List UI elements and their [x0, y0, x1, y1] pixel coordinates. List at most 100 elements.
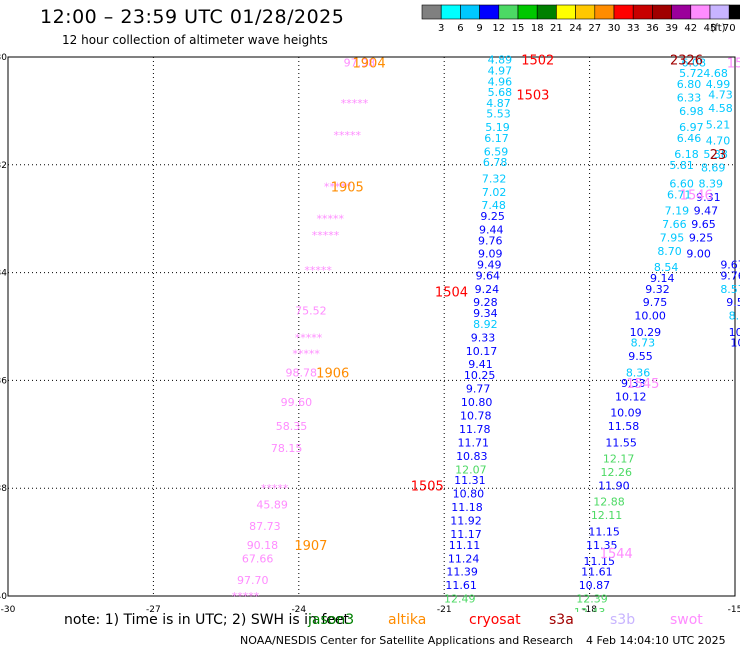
data-point-label-s3b: 10. [729, 326, 740, 339]
data-point-label-s3a: 12.17 [603, 453, 635, 466]
data-point-label-cryosat: 7.48 [481, 199, 506, 212]
data-point-label-cryosat: 9.76 [478, 234, 503, 247]
colorbar-tick-label: 15 [512, 23, 525, 34]
data-point-label-s3a: 6.80 [677, 78, 702, 91]
time-label: 1546 [680, 188, 713, 203]
data-point-label-s3a: 10.09 [610, 407, 642, 420]
data-point-label-swot: 67.66 [242, 552, 274, 565]
colorbar-tick-label: 21 [550, 23, 563, 34]
plot-frame [7, 56, 736, 597]
data-point-label-cryosat: 9.49 [477, 259, 502, 272]
data-point-label-s3a: 6.46 [677, 132, 702, 145]
data-point-label-s3a: 8.36 [626, 366, 651, 379]
data-point-label-cryosat: 9.34 [473, 307, 498, 320]
data-point-label-s3a: 12.11 [591, 509, 623, 522]
data-point-label-cryosat: 7.02 [482, 186, 507, 199]
data-point-label-s3b: 9.5 [726, 296, 740, 309]
data-point-label-cryosat: 4.96 [488, 75, 513, 88]
data-point-label-cryosat: 9.41 [468, 358, 493, 371]
data-point-label-swot: 58.35 [276, 420, 308, 433]
data-point-label-swot: 45.89 [256, 498, 288, 511]
data-point-label-s3a: 8.70 [657, 245, 682, 258]
data-point-label-cryosat: 9.28 [473, 296, 498, 309]
data-point-label-s3a: 12.39 [576, 593, 608, 606]
data-point-label-cryosat: 5.53 [486, 108, 511, 121]
data-point-label-swot: 97.70 [237, 574, 269, 587]
data-point-label-s3b: 4.68 [703, 67, 728, 80]
data-point-label-s3b: 9.00 [686, 248, 711, 261]
colorbar-tick-label: 18 [531, 23, 544, 34]
data-point-label-s3a: 6.08 [682, 56, 707, 69]
data-point-label-swot: ***** [232, 590, 260, 603]
data-point-label-cryosat: 10.17 [466, 345, 498, 358]
mission-altika: altika [388, 612, 427, 628]
colorbar-tick-label: 33 [627, 23, 640, 34]
time-label: 1905 [331, 180, 364, 195]
page-title: 12:00 – 23:59 UTC 01/28/2025 [40, 6, 345, 28]
data-point-label-swot: ***** [334, 129, 362, 142]
data-point-label-s3a: 12.26 [601, 466, 633, 479]
data-point-label-s3b: 4.73 [708, 89, 733, 102]
time-label: 1505 [411, 480, 444, 495]
colorbar-tick-label: 42 [684, 23, 697, 34]
colorbar-tick-label: 45 [704, 23, 717, 34]
data-point-label-s3a: 6.18 [674, 148, 699, 161]
data-point-label-s3a: 11.15 [584, 555, 616, 568]
data-point-label-swot: 99.60 [281, 396, 313, 409]
y-tick-label: -34 [0, 269, 7, 279]
time-label: 1904 [353, 56, 386, 71]
data-point-label-s3a: 7.95 [660, 232, 685, 245]
data-point-label-swot: ***** [261, 482, 289, 495]
colorbar-legend: 3 6 9 12 15 18 21 24 27 30 33 36 39 42 45 70(ft) [421, 4, 740, 34]
data-point-label-s3b: 8.69 [701, 161, 726, 174]
colorbar-tick-label: 24 [569, 23, 582, 34]
data-point-label-s3b: 10 [730, 337, 740, 350]
y-tick-label: -32 [0, 161, 7, 171]
data-point-label-s3a: 11.90 [598, 480, 630, 493]
data-point-label-s3b: 8.57 [720, 283, 740, 296]
data-point-label-s3b: 9.67 [720, 259, 740, 272]
mission-legend: jason3 altika cryosat s3a s3b swot [0, 612, 740, 632]
data-point-label-s3b: 4.99 [706, 78, 731, 91]
time-label: 2326 [670, 54, 703, 69]
y-tick-label: -38 [0, 484, 7, 494]
colorbar-unit-label: (ft) [710, 23, 725, 34]
data-point-label-s3b: 9.25 [689, 232, 714, 245]
data-point-label-cryosat: 11.18 [451, 501, 483, 514]
data-point-label-s3a: 10.12 [615, 391, 647, 404]
data-point-label-cryosat: 9.25 [480, 210, 505, 223]
data-point-label-cryosat: 9.44 [479, 223, 504, 236]
data-point-label-swot: ***** [341, 97, 369, 110]
time-label: 1907 [294, 539, 327, 554]
colorbar-tick-label: 36 [646, 23, 659, 34]
data-point-label-s3a: 8.54 [654, 261, 679, 274]
data-point-label-s3a: 11.61 [581, 566, 613, 579]
data-point-label-s3b: 8.39 [699, 178, 724, 191]
data-point-label-s3a: 12.88 [593, 496, 625, 509]
data-point-label-cryosat: 10.78 [460, 409, 492, 422]
data-point-label-cryosat: 9.09 [478, 248, 503, 261]
data-point-label-cryosat: 12.07 [455, 463, 487, 476]
colorbar-tick-label: 27 [588, 23, 601, 34]
colorbar-tick-label: 9 [476, 23, 482, 34]
data-point-label-s3b: 8.7 [729, 310, 740, 323]
data-point-label-swot: ***** [295, 331, 323, 344]
data-point-label-cryosat: 11.24 [448, 552, 480, 565]
data-point-label-cryosat: 11.11 [449, 539, 481, 552]
time-label: 1503 [516, 89, 549, 104]
footer-timestamp: 4 Feb 14:04:10 UTC 2025 [586, 634, 726, 647]
data-point-label-s3b: 4.58 [708, 102, 733, 115]
data-point-label-swot: ***** [304, 264, 332, 277]
x-tick-label: -27 [146, 605, 161, 612]
data-point-label-s3a: 6.71 [667, 188, 692, 201]
y-tick-label: -36 [0, 376, 7, 386]
data-point-label-cryosat: 10.80 [461, 396, 493, 409]
data-point-label-s3a: 11.55 [605, 436, 637, 449]
data-point-label-s3b: 9.31 [696, 191, 721, 204]
data-point-label-swot: 75.52 [295, 304, 327, 317]
data-point-label-s3b: 9.65 [691, 218, 716, 231]
y-tick-label: -30 [0, 53, 7, 63]
data-point-label-cryosat: 12.49 [444, 593, 476, 606]
data-point-label-s3a: 11.15 [588, 525, 620, 538]
y-tick-label: -40 [0, 592, 7, 602]
